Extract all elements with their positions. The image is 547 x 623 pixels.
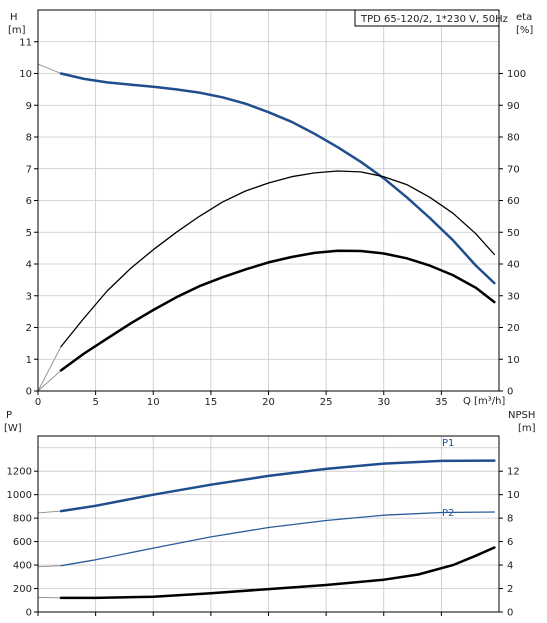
x-tick-label: 25 <box>320 397 333 408</box>
right-tick-label: 12 <box>507 467 520 478</box>
chart-title-box: TPD 65-120/2, 1*230 V, 50Hz <box>354 9 508 27</box>
left-tick-label: 6 <box>26 196 32 207</box>
top-left-axis-title: H [m] <box>8 12 26 36</box>
extrapolation-segment <box>37 510 62 514</box>
top-tick-marks <box>34 41 503 395</box>
bottom-curves <box>37 459 496 600</box>
right-tick-label: 4 <box>507 561 513 572</box>
left-tick-label: 3 <box>26 291 32 302</box>
extrapolation-segment <box>37 346 62 392</box>
top-curves <box>37 63 496 392</box>
bottom-left-axis-title-line2: [W] <box>4 423 22 434</box>
left-tick-label: 200 <box>13 584 32 595</box>
x-tick-label: 10 <box>147 397 160 408</box>
right-tick-label: 10 <box>507 490 520 501</box>
extrapolation-segment <box>37 565 62 568</box>
bottom-chart: 0 200 400 600 800 1000 1200 0 2 4 6 8 10 12 P [W] NPS… <box>4 410 536 619</box>
left-tick-label: 0 <box>26 608 32 619</box>
series-label-p2: P2 <box>442 508 454 519</box>
bottom-right-axis-title-line2: [m] <box>518 423 536 434</box>
left-tick-label: 1000 <box>7 490 32 501</box>
series-curve-2 <box>60 511 496 567</box>
series-curve-1 <box>59 72 496 285</box>
left-tick-label: 11 <box>19 37 32 48</box>
top-plot-frame <box>37 9 500 392</box>
x-tick-label: 15 <box>205 397 218 408</box>
extrapolation-segment <box>37 370 62 392</box>
right-tick-label: 40 <box>507 260 520 271</box>
left-tick-label: 0 <box>26 387 32 398</box>
left-tick-label: 7 <box>26 164 32 175</box>
x-axis-title: Q [m³/h] <box>463 396 505 407</box>
right-tick-label: 80 <box>507 133 520 144</box>
bottom-plot-frame <box>37 435 500 613</box>
right-tick-label: 20 <box>507 323 520 334</box>
top-right-axis-title-line1: eta <box>516 12 532 23</box>
right-tick-label: 90 <box>507 101 520 112</box>
bottom-tick-labels: 0 200 400 600 800 1000 1200 0 2 4 6 8 10 12 <box>7 467 520 619</box>
right-tick-label: 100 <box>507 69 526 80</box>
left-tick-label: 10 <box>19 69 32 80</box>
right-tick-label: 10 <box>507 355 520 366</box>
extrapolation-segment <box>37 63 62 74</box>
series-curve-1 <box>59 459 496 513</box>
left-tick-label: 5 <box>26 228 32 239</box>
bottom-right-axis-title-line1: NPSH <box>508 410 535 421</box>
top-gridlines <box>38 10 499 391</box>
extrapolation-segment <box>37 596 62 599</box>
x-tick-label: 5 <box>92 397 98 408</box>
bottom-right-axis-title: NPSH [m] <box>508 410 536 434</box>
left-tick-label: 9 <box>26 101 32 112</box>
top-chart: 0 1 2 3 4 5 6 7 8 9 10 11 0 10 20 30 40 50 60 70 80 90 100 0 5 10… <box>8 9 533 408</box>
x-tick-label: 35 <box>435 397 448 408</box>
x-tick-label: 0 <box>35 397 41 408</box>
top-left-axis-title-line1: H <box>10 12 18 23</box>
series-label-p1: P1 <box>442 438 454 449</box>
top-right-axis-title-line2: [%] <box>516 25 533 36</box>
left-tick-label: 4 <box>26 260 32 271</box>
x-tick-label: 20 <box>262 397 275 408</box>
left-tick-label: 8 <box>26 133 32 144</box>
right-tick-label: 30 <box>507 291 520 302</box>
left-tick-label: 2 <box>26 323 32 334</box>
series-curve-2 <box>60 170 496 348</box>
left-tick-label: 600 <box>13 537 32 548</box>
bottom-left-axis-title-line1: P <box>6 410 12 421</box>
top-tick-labels: 0 1 2 3 4 5 6 7 8 9 10 11 0 10 20 30 40 50 60 70 80 90 100 0 5 10… <box>19 37 526 408</box>
bottom-tick-marks <box>34 470 503 616</box>
right-tick-label: 0 <box>507 608 513 619</box>
right-tick-label: 0 <box>507 387 513 398</box>
left-tick-label: 1200 <box>7 467 32 478</box>
top-left-axis-title-line2: [m] <box>8 25 26 36</box>
chart-title: TPD 65-120/2, 1*230 V, 50Hz <box>360 14 508 25</box>
top-right-axis-title: eta [%] <box>516 12 533 36</box>
left-tick-label: 800 <box>13 514 32 525</box>
right-tick-label: 60 <box>507 196 520 207</box>
right-tick-label: 2 <box>507 584 513 595</box>
right-tick-label: 50 <box>507 228 520 239</box>
series-curve-3 <box>59 249 496 372</box>
right-tick-label: 8 <box>507 514 513 525</box>
bottom-left-axis-title: P [W] <box>4 410 22 434</box>
right-tick-label: 6 <box>507 537 513 548</box>
left-tick-label: 400 <box>13 561 32 572</box>
right-tick-label: 70 <box>507 164 520 175</box>
x-tick-label: 30 <box>377 397 390 408</box>
left-tick-label: 1 <box>26 355 32 366</box>
series-curve-3 <box>59 546 496 600</box>
